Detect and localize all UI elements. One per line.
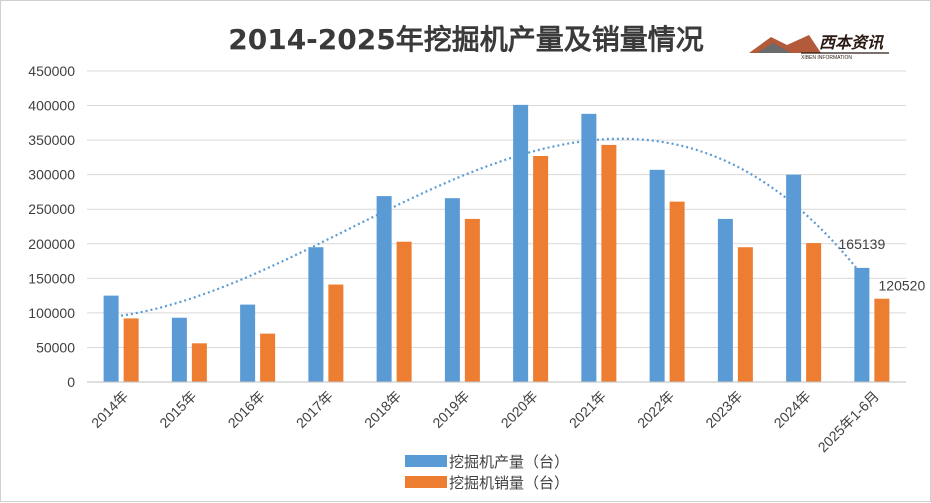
data-labels: 165139 120520: [839, 236, 926, 294]
bar-sales: [328, 284, 344, 382]
bar-production: [308, 247, 324, 382]
bar-sales: [533, 156, 549, 382]
bar-production: [444, 198, 460, 382]
y-tick-label: 300000: [28, 167, 75, 183]
bar-sales: [874, 298, 890, 382]
y-tick-label: 200000: [28, 236, 75, 252]
logo-mountain-shadow: [757, 43, 791, 53]
bar-production: [854, 267, 870, 382]
x-tick-label: 2015年: [156, 388, 199, 431]
x-tick-label: 2021年: [566, 388, 609, 431]
bar-sales: [601, 144, 617, 382]
bar-production: [581, 113, 597, 383]
x-tick-label: 2014年: [88, 388, 131, 431]
bar-production: [786, 174, 802, 382]
x-tick-label: 2016年: [225, 388, 268, 431]
chart-title: 2014-2025年挖掘机产量及销量情况: [228, 23, 703, 56]
x-tick-label: 2018年: [361, 388, 404, 431]
legend: 挖掘机产量（台） 挖掘机销量（台）: [405, 453, 569, 492]
bar-sales: [669, 201, 685, 382]
data-label-production: 165139: [839, 236, 886, 252]
bar-production: [171, 317, 187, 382]
bar-sales: [191, 343, 207, 382]
y-tick-label: 50000: [36, 339, 75, 355]
bar-production: [240, 304, 256, 382]
bar-sales: [123, 318, 139, 382]
legend-label-production: 挖掘机产量（台）: [449, 453, 569, 471]
x-tick-label: 2023年: [702, 388, 745, 431]
bar-production: [513, 104, 529, 382]
bar-sales: [396, 241, 412, 382]
y-tick-label: 400000: [28, 98, 75, 114]
x-tick-label: 2022年: [634, 388, 677, 431]
bar-production: [649, 169, 665, 382]
x-tick-label: 2017年: [293, 388, 336, 431]
y-tick-label: 250000: [28, 201, 75, 217]
y-tick-label: 450000: [28, 63, 75, 79]
legend-label-sales: 挖掘机销量（台）: [449, 474, 569, 492]
x-tick-label: 2020年: [498, 388, 541, 431]
data-label-sales: 120520: [879, 278, 926, 294]
bar-sales: [806, 243, 822, 382]
y-tick-label: 150000: [28, 270, 75, 286]
y-tick-label: 100000: [28, 305, 75, 321]
x-axis-ticks: 2014年 2015年 2016年 2017年 2018年 2019年 2020年 2021年…: [88, 388, 882, 455]
logo-text: 西本资讯: [819, 33, 885, 52]
bar-sales: [464, 218, 480, 382]
y-tick-label: 0: [67, 374, 75, 390]
xiben-logo: 西本资讯 XIBEN INFORMATION: [749, 33, 889, 61]
bar-production: [376, 196, 392, 382]
bar-sales: [260, 333, 276, 382]
bar-production: [103, 295, 119, 382]
legend-swatch-production: [405, 455, 447, 467]
bar-sales: [737, 247, 753, 382]
trendline: [110, 137, 863, 319]
x-tick-label: 2025年1-6月: [815, 388, 882, 455]
bar-production: [717, 218, 733, 382]
y-axis-ticks: 0 50000 100000 150000 200000 250000 300000 3500…: [28, 63, 75, 390]
y-tick-label: 350000: [28, 132, 75, 148]
legend-swatch-sales: [405, 476, 447, 488]
x-tick-label: 2024年: [771, 388, 814, 431]
grid-lines: [87, 70, 906, 348]
x-tick-label: 2019年: [429, 388, 472, 431]
bars: [103, 104, 890, 383]
logo-subtext: XIBEN INFORMATION: [801, 55, 852, 61]
